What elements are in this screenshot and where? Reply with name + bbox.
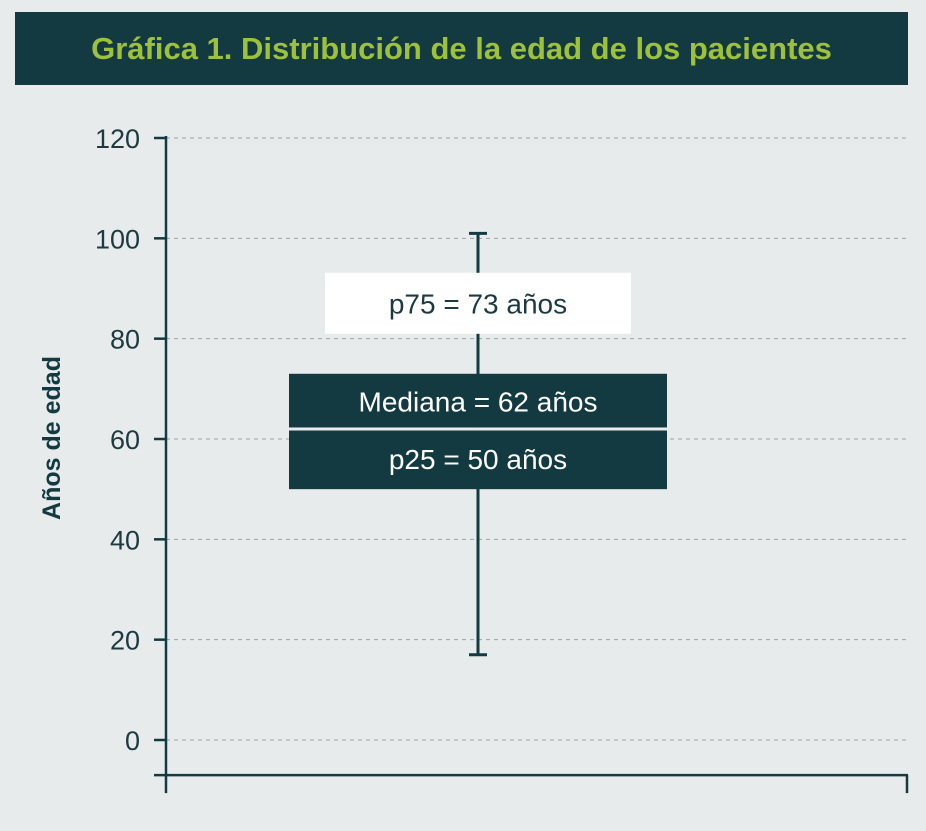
chart-title-bar: Gráfica 1. Distribución de la edad de lo…	[15, 12, 908, 85]
chart-title: Gráfica 1. Distribución de la edad de lo…	[91, 30, 832, 66]
box-upper	[289, 373, 667, 428]
y-tick-labels: 0 20 40 60 80 100 120	[95, 124, 140, 756]
axes	[154, 136, 909, 794]
y-tick-label-20: 20	[110, 626, 140, 656]
y-tick-label-100: 100	[95, 224, 140, 254]
y-tick-label-0: 0	[125, 726, 140, 756]
median-label: Mediana = 62 años	[359, 386, 598, 417]
box-lower	[289, 430, 667, 490]
y-tick-label-40: 40	[110, 525, 140, 555]
y-tick-label-120: 120	[95, 124, 140, 154]
box-elements: p75 = 73 años Mediana = 62 años p25 = 50 a…	[289, 231, 667, 657]
grid-lines	[166, 137, 908, 741]
y-tick-label-60: 60	[110, 425, 140, 455]
y-tick-label-80: 80	[110, 325, 140, 355]
p25-label: p25 = 50 años	[389, 444, 567, 475]
y-axis-label: Años de edad	[38, 356, 66, 520]
p75-label-box	[325, 272, 631, 334]
p75-label: p75 = 73 años	[389, 288, 567, 319]
